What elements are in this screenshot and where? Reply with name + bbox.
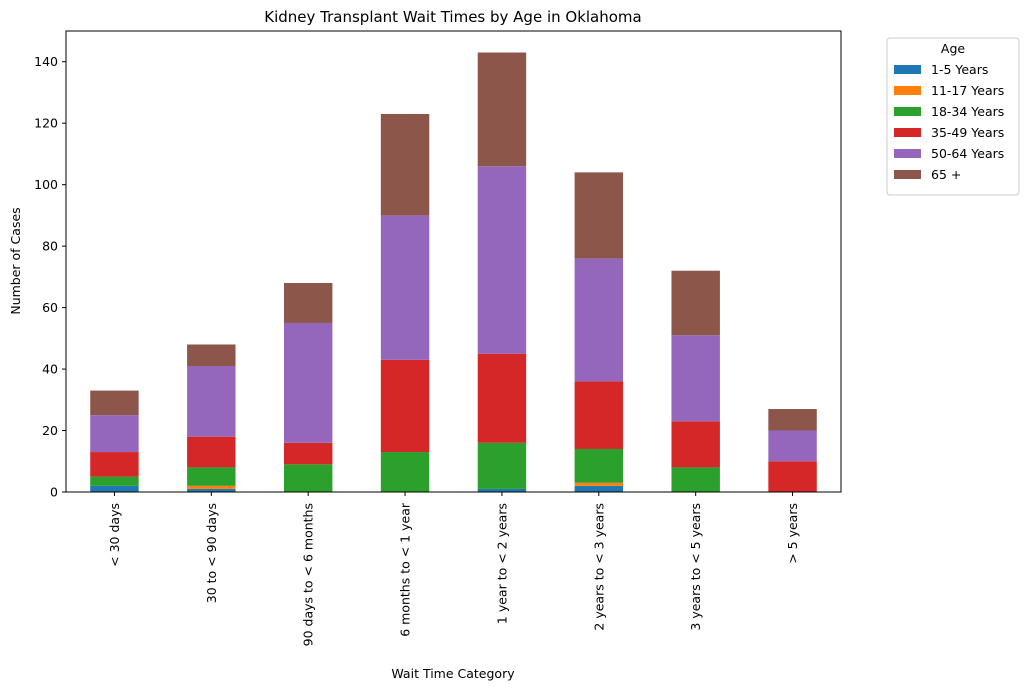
y-tick-label: 80 — [42, 239, 58, 254]
x-tick-label: > 5 years — [785, 503, 800, 564]
bar-segment-2-1 — [187, 488, 236, 492]
bar-segment-6-3 — [574, 448, 624, 483]
bar-segment-3-5 — [283, 322, 333, 443]
x-tick-label: 3 years to < 5 years — [688, 503, 703, 631]
bar-segment-2-6 — [187, 344, 236, 366]
legend-entry-label: 18-34 Years — [931, 104, 1004, 119]
bar-segment-7-5 — [671, 335, 720, 422]
bar-segment-1-6 — [90, 390, 139, 416]
x-axis-label: Wait Time Category — [391, 666, 515, 681]
chart-title: Kidney Transplant Wait Times by Age in O… — [264, 8, 641, 26]
bar-segment-8-4 — [768, 461, 817, 492]
bar-segment-5-1 — [477, 488, 527, 492]
bar-segment-1-1 — [90, 485, 139, 492]
bar-segment-6-1 — [574, 485, 624, 492]
legend: Age 1-5 Years 11-17 Years 18-34 Years 35-49 … — [886, 37, 1020, 196]
bar-segment-1-3 — [90, 476, 139, 486]
bar-segment-4-3 — [380, 452, 430, 492]
legend-swatch — [894, 107, 921, 116]
legend-title: Age — [941, 41, 965, 56]
bar-segment-6-4 — [574, 381, 624, 449]
bar-segment-7-6 — [671, 270, 720, 336]
bar-segment-3-4 — [283, 442, 333, 465]
bar-segment-4-6 — [380, 113, 430, 216]
y-tick-label: 0 — [50, 485, 58, 500]
bar-segment-2-4 — [187, 436, 236, 468]
bar-segment-5-5 — [477, 166, 527, 354]
bar-segment-1-5 — [90, 415, 139, 453]
y-tick-label: 40 — [42, 362, 58, 377]
legend-swatch — [894, 86, 921, 95]
bar-segment-6-2 — [574, 482, 624, 486]
legend-entry-label: 1-5 Years — [931, 62, 988, 77]
y-tick-label: 20 — [42, 423, 58, 438]
legend-entry-label: 11-17 Years — [931, 83, 1004, 98]
bar-segment-2-5 — [187, 365, 236, 437]
legend-entry-label: 65 + — [931, 167, 961, 182]
bar-segment-7-3 — [671, 467, 720, 492]
axes-frame — [65, 30, 842, 493]
bar-segment-5-3 — [477, 442, 527, 489]
legend-swatch — [894, 65, 921, 74]
y-tick-label: 120 — [34, 116, 58, 131]
x-tick-label: 30 to < 90 days — [204, 503, 219, 603]
bar-segment-3-6 — [283, 283, 333, 323]
bar-segment-4-5 — [380, 215, 430, 360]
bar-segment-8-6 — [768, 409, 817, 431]
x-tick-label: 6 months to < 1 year — [398, 502, 413, 637]
bar-segment-8-5 — [768, 430, 817, 462]
legend-swatch — [894, 128, 921, 137]
bar-segment-4-4 — [380, 359, 430, 453]
bar-segment-1-4 — [90, 452, 139, 477]
y-axis-label: Number of Cases — [8, 207, 23, 314]
bar-segment-2-3 — [187, 467, 236, 486]
bar-segment-6-5 — [574, 258, 624, 382]
x-tick-label: < 30 days — [107, 503, 122, 567]
bar-segment-5-4 — [477, 353, 527, 443]
plot-area: < 30 days 30 to < 90 days 90 days to < 6 m… — [34, 30, 842, 646]
bar-segment-2-2 — [187, 485, 236, 489]
bar-segment-3-3 — [283, 464, 333, 492]
bar-segment-5-6 — [477, 52, 527, 167]
y-tick-label: 100 — [34, 177, 58, 192]
y-tick-label: 140 — [34, 54, 58, 69]
bar-segment-7-4 — [671, 421, 720, 468]
legend-entry-label: 50-64 Years — [931, 146, 1004, 161]
y-tick-label: 60 — [42, 300, 58, 315]
x-tick-label: 1 year to < 2 years — [494, 503, 509, 624]
legend-entry-label: 35-49 Years — [931, 125, 1004, 140]
legend-swatch — [894, 170, 921, 179]
legend-swatch — [894, 149, 921, 158]
bar-segment-6-6 — [574, 172, 624, 259]
x-tick-label: 2 years to < 3 years — [591, 503, 606, 631]
x-tick-label: 90 days to < 6 months — [301, 503, 316, 646]
